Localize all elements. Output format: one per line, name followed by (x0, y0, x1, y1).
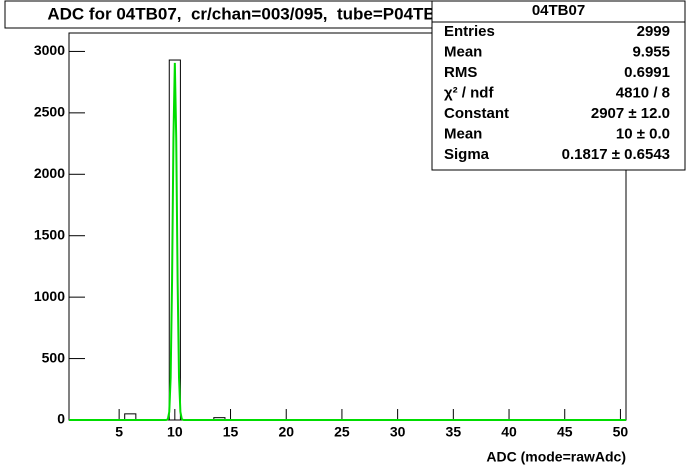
stats-value: 9.955 (632, 43, 670, 60)
stats-value: 0.6991 (624, 64, 670, 81)
title-box (4, 0, 498, 29)
x-tick-label: 50 (613, 424, 629, 440)
stats-label: Mean (444, 43, 482, 60)
y-tick-label: 0 (57, 411, 65, 427)
stats-value: 0.1817 ± 0.6543 (562, 146, 670, 163)
x-tick-label: 15 (223, 424, 239, 440)
x-tick-label: 5 (115, 424, 123, 440)
histogram-bar (168, 59, 181, 421)
y-tick-label: 3000 (34, 42, 65, 58)
y-tick-label: 2500 (34, 104, 65, 120)
stats-box (431, 0, 686, 171)
stats-value: 2907 ± 12.0 (591, 105, 670, 122)
x-tick-label: 30 (390, 424, 406, 440)
x-tick-label: 10 (167, 424, 183, 440)
stats-label: χ² / ndf (444, 84, 494, 101)
fit-curve (69, 62, 626, 421)
stats-label: RMS (444, 64, 477, 81)
x-tick-label: 45 (557, 424, 573, 440)
y-tick-label: 500 (42, 349, 66, 365)
stats-value: 4810 / 8 (616, 84, 670, 101)
x-tick-label: 35 (446, 424, 462, 440)
x-tick-label: 40 (501, 424, 517, 440)
y-tick-label: 1500 (34, 226, 65, 242)
stats-label: Entries (444, 23, 495, 40)
x-tick-label: 20 (278, 424, 294, 440)
stats-label: Mean (444, 125, 482, 142)
x-tick-label: 25 (334, 424, 350, 440)
stats-value: 2999 (637, 23, 670, 40)
chart-title: ADC for 04TB07, cr/chan=003/095, tube=P0… (47, 4, 454, 23)
y-tick-label: 1000 (34, 288, 65, 304)
stats-label: Sigma (444, 146, 490, 163)
stats-value: 10 ± 0.0 (616, 125, 670, 142)
y-tick-label: 2000 (34, 165, 65, 181)
stats-title: 04TB07 (532, 2, 585, 19)
x-axis-label: ADC (mode=rawAdc) (486, 449, 626, 465)
stats-label: Constant (444, 105, 509, 122)
